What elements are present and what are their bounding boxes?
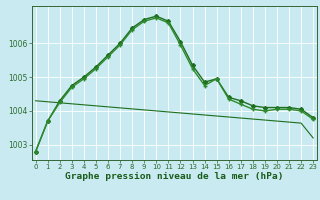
X-axis label: Graphe pression niveau de la mer (hPa): Graphe pression niveau de la mer (hPa) xyxy=(65,172,284,181)
